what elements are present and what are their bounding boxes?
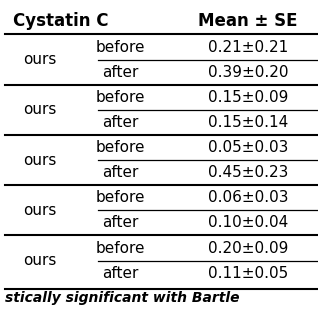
Text: 0.15±0.14: 0.15±0.14 <box>208 115 288 130</box>
Text: before: before <box>95 39 145 55</box>
Text: 0.21±0.21: 0.21±0.21 <box>208 39 288 55</box>
Text: before: before <box>95 240 145 256</box>
Text: Mean ± SE: Mean ± SE <box>198 12 298 31</box>
Text: ours: ours <box>24 153 57 168</box>
Text: Cystatin C: Cystatin C <box>13 12 109 31</box>
Text: ours: ours <box>24 52 57 67</box>
Text: 0.20±0.09: 0.20±0.09 <box>208 240 288 256</box>
Text: ours: ours <box>24 253 57 268</box>
Text: ours: ours <box>24 102 57 117</box>
Text: 0.45±0.23: 0.45±0.23 <box>208 165 288 180</box>
Text: after: after <box>102 115 138 130</box>
Text: before: before <box>95 90 145 105</box>
Text: 0.10±0.04: 0.10±0.04 <box>208 215 288 231</box>
Text: 0.11±0.05: 0.11±0.05 <box>208 266 288 281</box>
Text: after: after <box>102 215 138 231</box>
Text: after: after <box>102 266 138 281</box>
Text: 0.06±0.03: 0.06±0.03 <box>208 190 288 205</box>
Text: stically significant with Bartle: stically significant with Bartle <box>5 291 239 305</box>
Text: before: before <box>95 190 145 205</box>
Text: before: before <box>95 140 145 155</box>
Text: 0.15±0.09: 0.15±0.09 <box>208 90 288 105</box>
Text: 0.39±0.20: 0.39±0.20 <box>208 65 288 80</box>
Text: after: after <box>102 165 138 180</box>
Text: after: after <box>102 65 138 80</box>
Text: 0.05±0.03: 0.05±0.03 <box>208 140 288 155</box>
Text: ours: ours <box>24 203 57 218</box>
